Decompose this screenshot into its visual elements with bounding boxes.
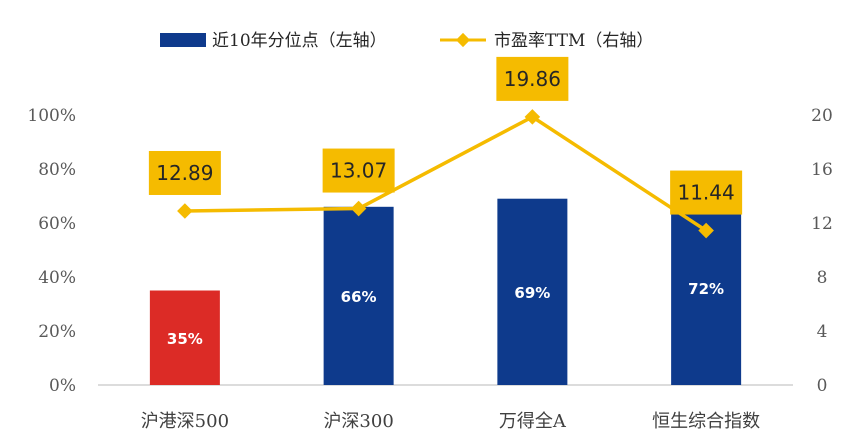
- pe-point-marker: [698, 222, 714, 239]
- pe-point-marker: [350, 200, 367, 217]
- pe-line: [184, 115, 708, 233]
- pe-point-marker: [177, 203, 193, 219]
- category-labels: 沪港深500 沪深300 万得全A 恒生综合指数: [141, 411, 760, 432]
- bar: [497, 198, 568, 385]
- bar-value-label: 69%: [514, 284, 550, 302]
- y-right-tick-label: 4: [817, 322, 828, 342]
- pe-label-box: [670, 170, 743, 215]
- bar-value-label: 72%: [688, 280, 724, 298]
- bars: 35% 66% 69% 72%: [149, 190, 742, 385]
- pe-label-box: [322, 148, 395, 193]
- y-left-tick-label: 40%: [38, 268, 76, 288]
- y-left-tick-label: 20%: [38, 322, 76, 342]
- bar-value-label: 66%: [341, 288, 377, 306]
- y-right-tick-label: 16: [811, 160, 833, 180]
- pe-label-box: [496, 56, 569, 101]
- legend-label-line: 市盈率TTM（右轴）: [494, 31, 653, 51]
- pe-line-series: [177, 109, 714, 239]
- x-category-label: 万得全A: [499, 411, 567, 432]
- y-axis-left: 0% 20% 40% 60% 80% 100%: [27, 106, 76, 396]
- pe-value-label: 13.07: [330, 159, 387, 183]
- x-category-label: 恒生综合指数: [652, 411, 760, 432]
- y-left-tick-label: 100%: [27, 106, 76, 126]
- bar-value-label: 35%: [167, 330, 203, 348]
- pe-label-box: [148, 150, 221, 195]
- pe-value-label: 12.89: [156, 161, 213, 185]
- pe-value-label: 11.44: [677, 181, 734, 205]
- bar: [149, 290, 220, 385]
- y-left-tick-label: 0%: [49, 376, 76, 396]
- y-right-tick-label: 20: [811, 106, 833, 126]
- y-right-tick-label: 0: [817, 376, 828, 396]
- y-right-tick-label: 8: [817, 268, 828, 288]
- y-left-tick-label: 80%: [38, 160, 76, 180]
- y-left-tick-label: 60%: [38, 214, 76, 234]
- legend-label-bar: 近10年分位点（左轴）: [212, 31, 387, 51]
- legend-marker-line: [455, 32, 471, 48]
- y-axis-right: 0 4 8 12 16 20: [811, 106, 833, 396]
- pe-labels: 12.89 13.07 19.86 11.44: [148, 56, 743, 215]
- x-category-label: 沪港深500: [141, 411, 229, 432]
- x-category-label: 沪深300: [323, 411, 393, 432]
- bar: [323, 206, 394, 385]
- y-right-tick-label: 12: [811, 214, 833, 234]
- pe-value-label: 19.86: [504, 67, 561, 91]
- legend: 近10年分位点（左轴） 市盈率TTM（右轴）: [160, 31, 653, 51]
- legend-swatch-bar: [160, 33, 206, 47]
